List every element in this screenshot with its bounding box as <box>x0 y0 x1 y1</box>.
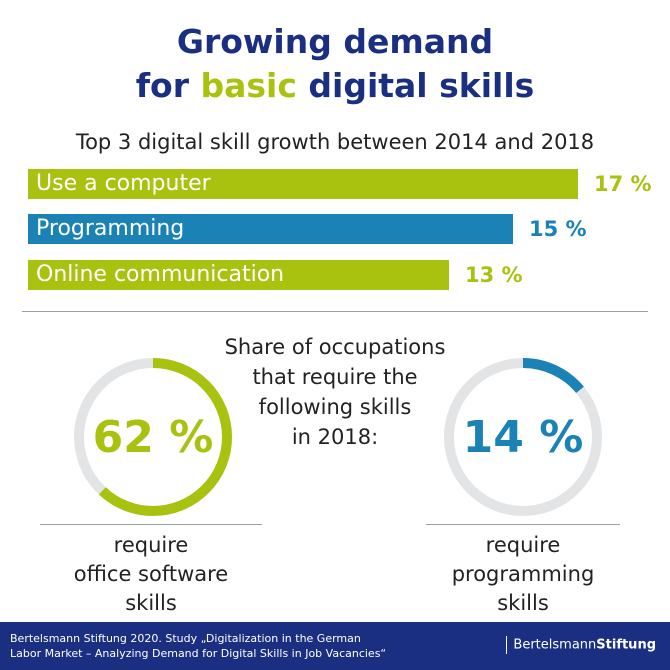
donut-value: 14 % <box>462 411 584 463</box>
bar: Use a computer <box>28 169 578 199</box>
section-divider <box>22 311 648 312</box>
center-text-line: following skills <box>258 395 412 419</box>
source-note: Bertelsmann Stiftung 2020. Study „Digita… <box>10 631 430 661</box>
donut-caption-programming: require programming skills <box>412 531 634 618</box>
title-line-2: for basic digital skills <box>0 66 670 106</box>
caption-line: skills <box>125 591 177 615</box>
bar-label: Online communication <box>36 262 285 287</box>
brand-regular: Bertelsmann <box>513 637 597 653</box>
title-prefix: for <box>135 66 201 105</box>
center-text-line: that require the <box>252 365 418 389</box>
bar-label: Programming <box>36 216 185 241</box>
bar: Programming <box>28 214 513 244</box>
donut-caption-office-software: require office software skills <box>40 531 262 618</box>
bar-value-label: 17 % <box>594 172 652 196</box>
donut-value: 62 % <box>92 411 214 463</box>
donut-arc <box>74 358 232 516</box>
donut-chart-office-software: 62 % <box>70 354 236 520</box>
bar-value-label: 13 % <box>465 263 523 287</box>
bar-chart-title: Top 3 digital skill growth between 2014 … <box>75 130 595 154</box>
title-line-1: Growing demand <box>176 22 494 61</box>
bar-label: Use a computer <box>36 171 211 196</box>
title-suffix: digital skills <box>296 66 535 105</box>
caption-line: programming <box>451 562 595 586</box>
footer: Bertelsmann Stiftung 2020. Study „Digita… <box>0 622 670 670</box>
center-text-line: Share of occupations <box>224 335 446 359</box>
brand-separator <box>506 636 508 654</box>
caption-line: require <box>485 533 561 557</box>
title-highlight: basic <box>200 66 297 105</box>
caption-divider <box>40 524 262 525</box>
caption-line: skills <box>497 591 549 615</box>
bar: Online communication <box>28 260 449 290</box>
center-text-line: in 2018: <box>291 425 379 449</box>
source-line: Bertelsmann Stiftung 2020. Study „Digita… <box>10 632 361 645</box>
caption-divider <box>426 524 620 525</box>
brand-bold: Stiftung <box>596 637 656 653</box>
bar-value-label: 15 % <box>529 217 587 241</box>
donut-svg <box>444 358 602 516</box>
donut-arc <box>444 358 602 516</box>
donut-section-title: Share of occupations that require the fo… <box>200 332 470 452</box>
brand-logo: BertelsmannStiftung <box>506 636 656 654</box>
source-line: Labor Market – Analyzing Demand for Digi… <box>10 647 387 660</box>
donut-svg <box>74 358 232 516</box>
caption-line: office software <box>73 562 229 586</box>
donut-chart-programming: 14 % <box>440 354 606 520</box>
caption-line: require <box>113 533 189 557</box>
